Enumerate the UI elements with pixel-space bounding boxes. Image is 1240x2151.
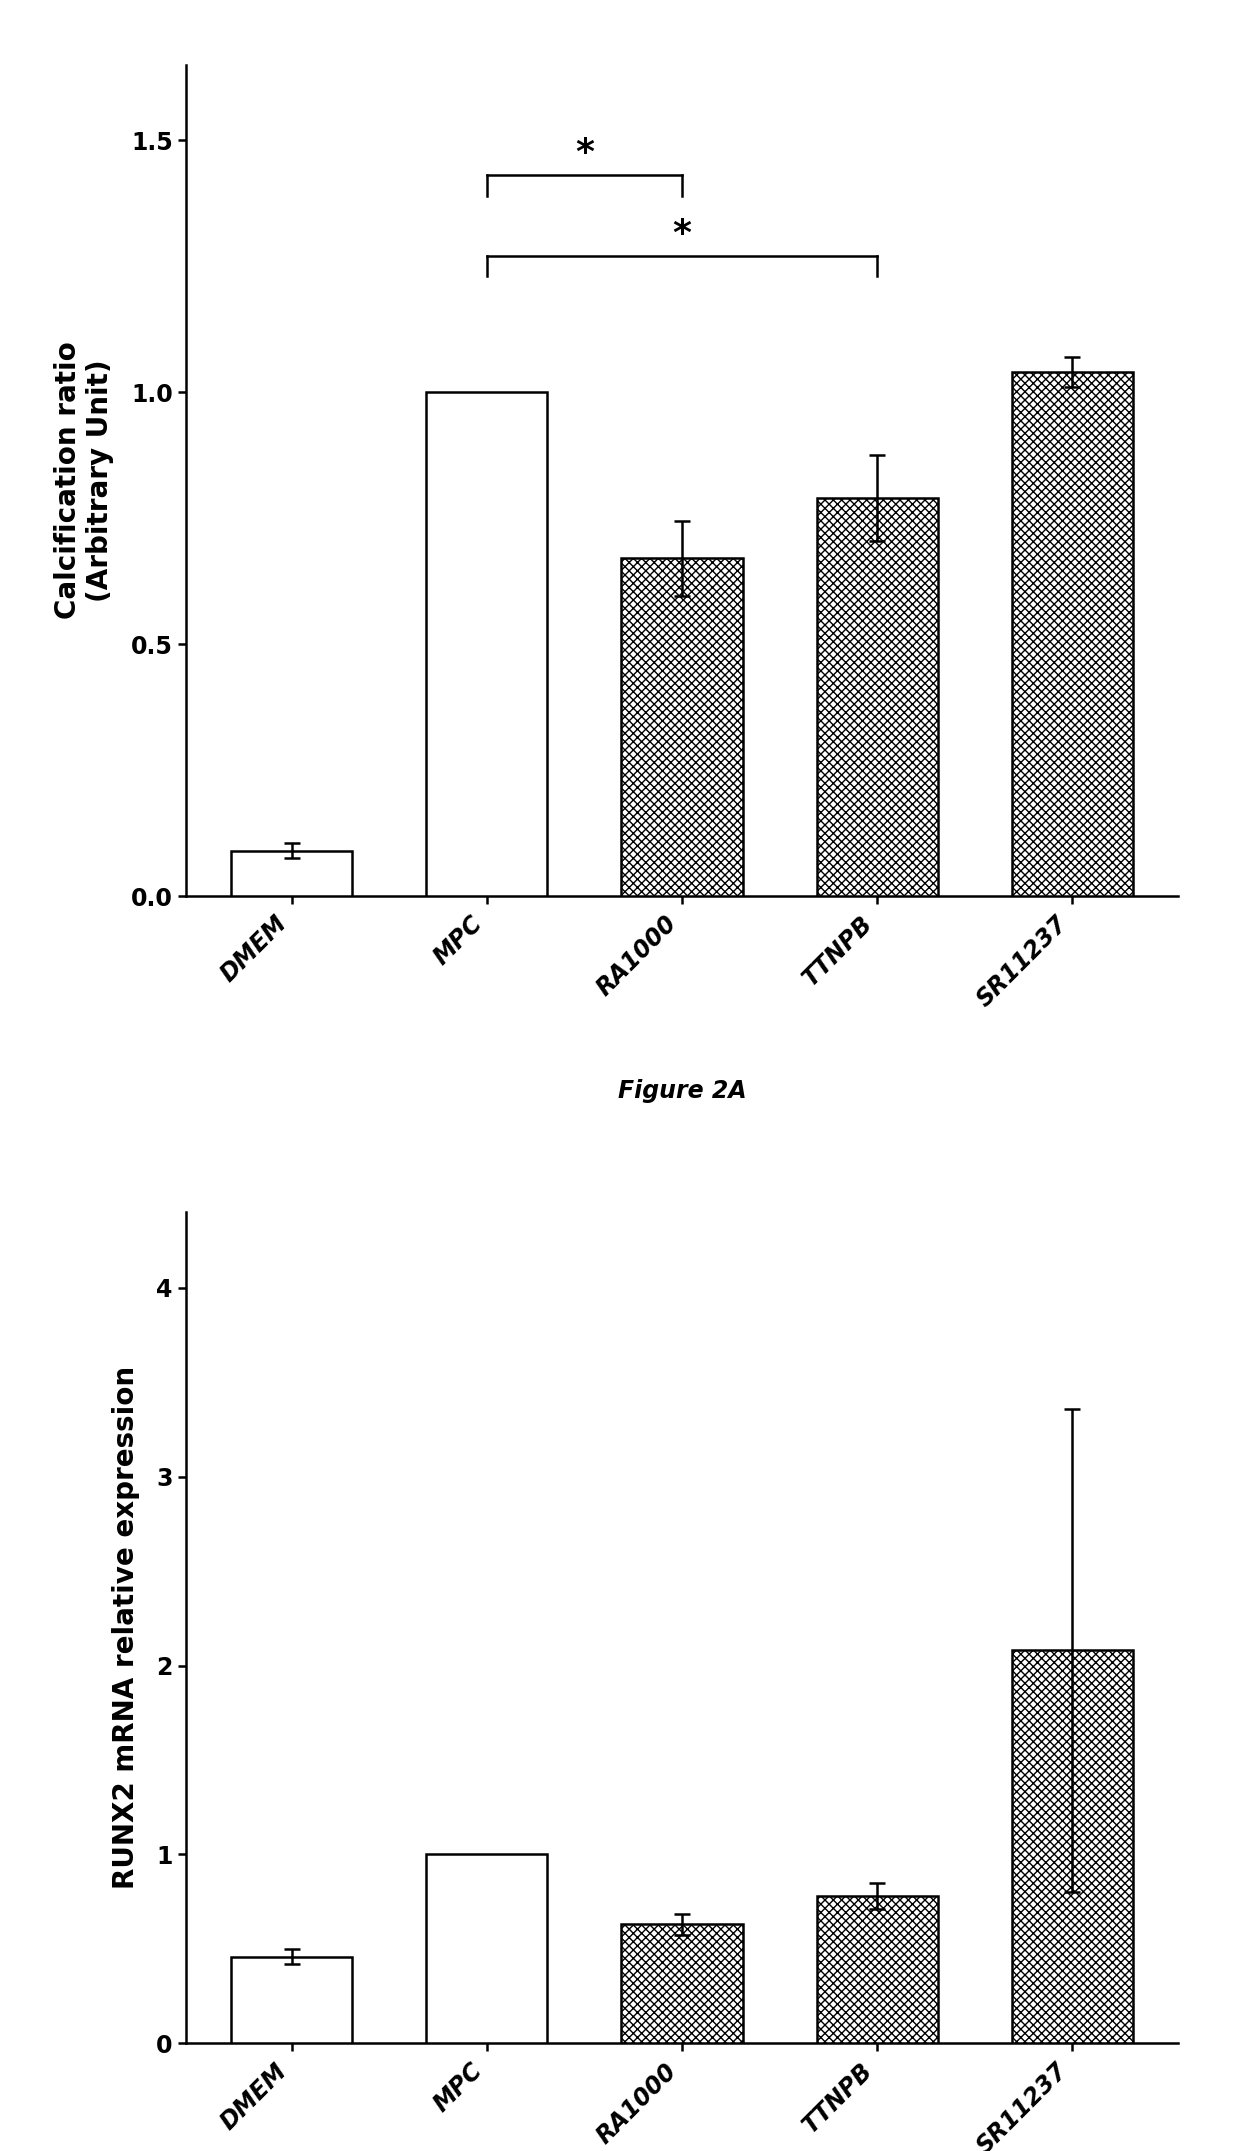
Bar	[817, 497, 937, 897]
Text: Figure 2A: Figure 2A	[618, 1080, 746, 1103]
Y-axis label: Calcification ratio
(Arbitrary Unit): Calcification ratio (Arbitrary Unit)	[53, 342, 114, 619]
Bar	[1012, 372, 1133, 897]
Bar	[621, 1925, 743, 2043]
Text: *: *	[672, 217, 692, 252]
Bar	[427, 1854, 547, 2043]
Y-axis label: RUNX2 mRNA relative expression: RUNX2 mRNA relative expression	[112, 1366, 140, 1889]
Bar	[427, 391, 547, 897]
Text: *: *	[575, 136, 594, 170]
Bar	[231, 850, 352, 897]
Bar	[817, 1895, 937, 2043]
Bar	[621, 559, 743, 897]
Bar	[1012, 1650, 1133, 2043]
Bar	[231, 1957, 352, 2043]
